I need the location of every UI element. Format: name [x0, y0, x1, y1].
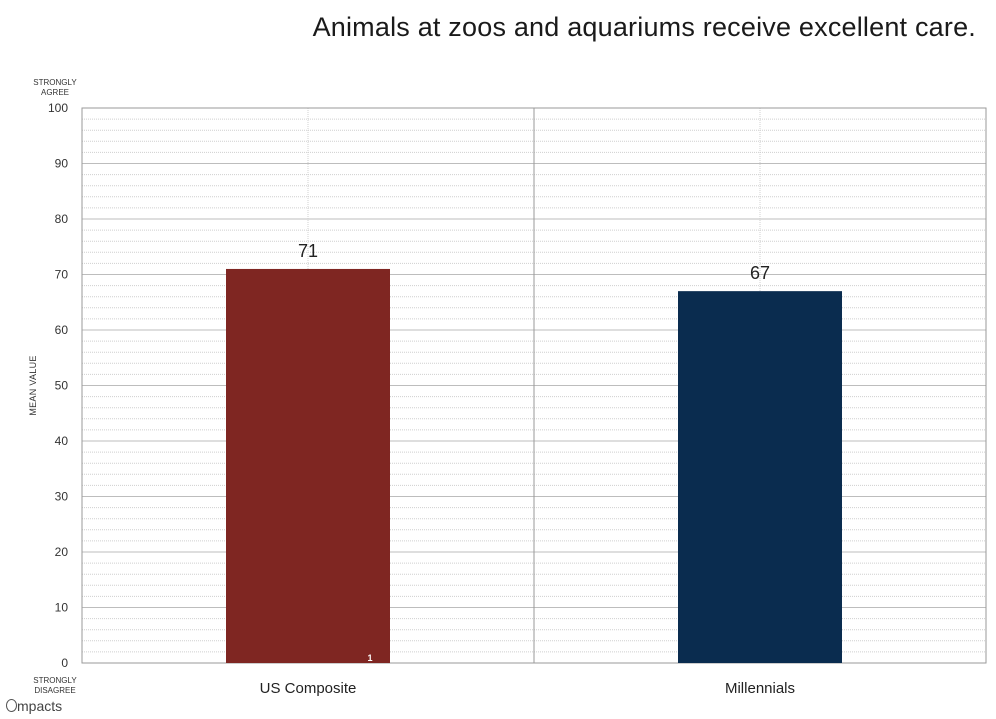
data-label: 71: [298, 241, 318, 261]
y-tick-label: 70: [55, 268, 69, 282]
bar-millennials: [678, 291, 842, 663]
grid: [81, 107, 987, 664]
data-label: 67: [750, 263, 770, 283]
chart-title: Animals at zoos and aquariums receive ex…: [312, 12, 976, 42]
logo-circle-icon: [6, 699, 17, 712]
impacts-logo: mpacts: [6, 698, 62, 714]
bars: [226, 268, 842, 663]
y-tick-label: 100: [48, 101, 68, 115]
y-tick-label: 0: [61, 656, 68, 670]
y-tick-label: 50: [55, 379, 69, 393]
top-anchor-label: STRONGLY AGREE: [33, 78, 77, 97]
x-category-label: Millennials: [725, 680, 795, 697]
logo-text: mpacts: [17, 698, 63, 714]
bar-us-composite: [226, 268, 390, 663]
labels: 0 10 20 30 40 50 60 70 80 90 100 71 US Composite 67 Mi…: [28, 78, 795, 697]
y-tick-label: 60: [55, 323, 69, 337]
footnote-marker: 1: [367, 653, 372, 663]
y-tick-label: 30: [55, 490, 69, 504]
bottom-anchor-label: STRONGLY DISAGREE: [33, 676, 77, 695]
plot-frame: [81, 107, 987, 664]
y-tick-label: 20: [55, 545, 69, 559]
y-tick-label: 10: [55, 601, 69, 615]
y-tick-label: 90: [55, 157, 69, 171]
y-axis-title: MEAN VALUE: [28, 355, 38, 415]
x-category-label: US Composite: [260, 680, 357, 697]
y-tick-label: 80: [55, 212, 69, 226]
y-tick-label: 40: [55, 434, 69, 448]
